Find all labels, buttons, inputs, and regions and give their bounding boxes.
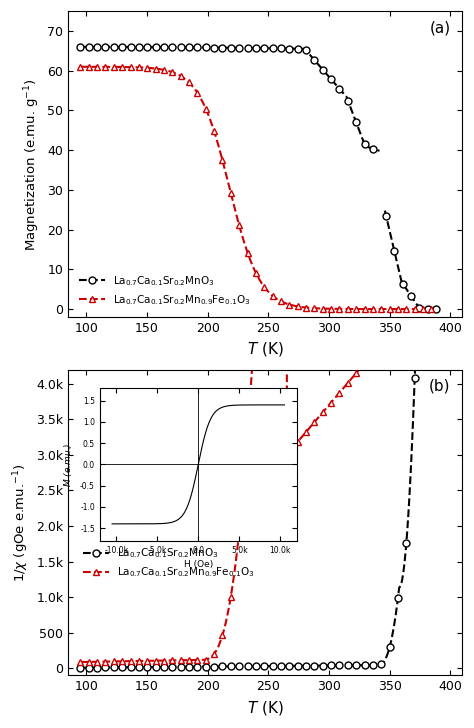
Text: (a): (a) <box>429 20 450 35</box>
Legend: La$_{0.7}$Ca$_{0.1}$Sr$_{0.2}$MnO$_3$, La$_{0.7}$Ca$_{0.1}$Sr$_{0.2}$Mn$_{0.9}$F: La$_{0.7}$Ca$_{0.1}$Sr$_{0.2}$MnO$_3$, L… <box>73 269 256 312</box>
Y-axis label: Magnetization (e.mu. g$^{-1}$): Magnetization (e.mu. g$^{-1}$) <box>22 78 42 250</box>
Y-axis label: 1/$\chi$ (gOe e.mu.$^{-1}$): 1/$\chi$ (gOe e.mu.$^{-1}$) <box>11 463 31 582</box>
Text: (b): (b) <box>429 379 450 394</box>
X-axis label: $T$ (K): $T$ (K) <box>247 341 283 358</box>
Legend: La$_{0.7}$Ca$_{0.1}$Sr$_{0.2}$MnO$_3$, La$_{0.7}$Ca$_{0.1}$Sr$_{0.2}$Mn$_{0.9}$F: La$_{0.7}$Ca$_{0.1}$Sr$_{0.2}$MnO$_3$, L… <box>77 542 260 585</box>
X-axis label: $T$ (K): $T$ (K) <box>247 699 283 717</box>
